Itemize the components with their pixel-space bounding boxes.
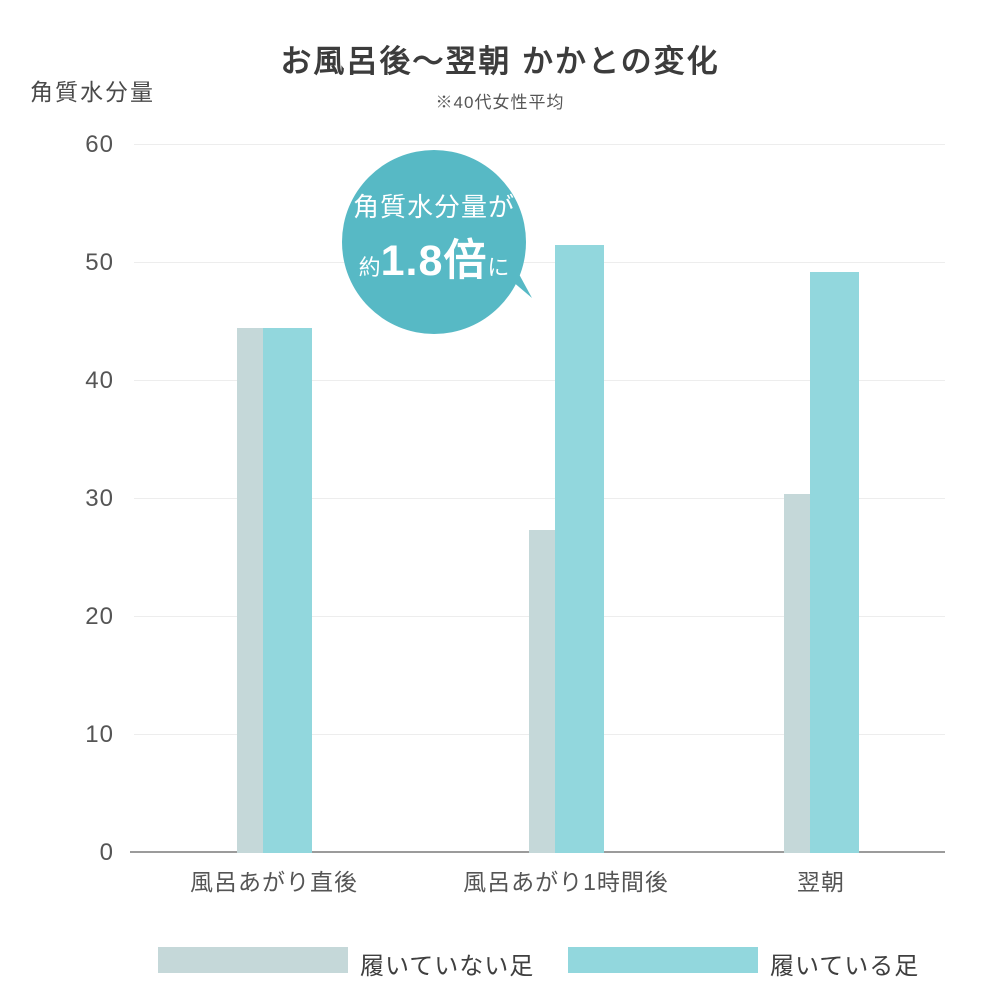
- y-axis-title: 角質水分量: [30, 79, 155, 105]
- bar-not-wearing-2: [783, 494, 810, 853]
- gridline-30: [134, 498, 945, 499]
- ytick-label-0: 0: [99, 839, 114, 866]
- bubble-suffix: に: [487, 255, 510, 280]
- xtick-label-2: 翌朝: [797, 869, 845, 895]
- bar-not-wearing-0: [236, 327, 263, 853]
- bubble-line2: 約 1.8倍 に: [335, 226, 533, 288]
- ytick-label-50: 50: [85, 249, 114, 276]
- legend-label-not-wearing: 履いていない足: [360, 953, 535, 980]
- legend-swatch-not-wearing: [158, 947, 348, 973]
- ytick-label-40: 40: [85, 367, 114, 394]
- xtick-label-1: 風呂あがり1時間後: [463, 869, 669, 895]
- bubble-highlight: 1.8倍: [380, 237, 488, 285]
- gridline-50: [134, 262, 945, 263]
- speech-bubble-shape: [342, 150, 532, 334]
- bar-not-wearing-1: [528, 529, 555, 853]
- bubble-prefix: 約: [358, 255, 381, 280]
- bar-wearing-1: [554, 245, 604, 853]
- gridline-40: [134, 380, 945, 381]
- gridline-60: [134, 144, 945, 145]
- legend: 履いていない足 履いている足: [0, 944, 1000, 980]
- plot-area: 0 10 20 30 40 50 60 風呂あがり直後 風呂あがり1時間後 翌朝: [85, 131, 945, 895]
- chart-subtitle: ※40代女性平均: [435, 93, 565, 112]
- bubble-line1: 角質水分量が: [352, 192, 515, 222]
- xtick-label-0: 風呂あがり直後: [190, 869, 358, 895]
- ytick-label-10: 10: [85, 721, 114, 748]
- chart-title: お風呂後〜翌朝 かかとの変化: [280, 44, 720, 79]
- bubble-text: 角質水分量が 約 1.8倍 に: [335, 190, 533, 288]
- ytick-label-30: 30: [85, 485, 114, 512]
- ytick-label-60: 60: [85, 131, 114, 158]
- bar-wearing-0: [262, 327, 312, 853]
- ytick-label-20: 20: [85, 603, 114, 630]
- legend-label-wearing: 履いている足: [770, 953, 920, 980]
- annotation-bubble: 角質水分量が 約 1.8倍 に: [335, 146, 545, 336]
- legend-swatch-wearing: [568, 947, 758, 973]
- bar-wearing-2: [809, 272, 859, 853]
